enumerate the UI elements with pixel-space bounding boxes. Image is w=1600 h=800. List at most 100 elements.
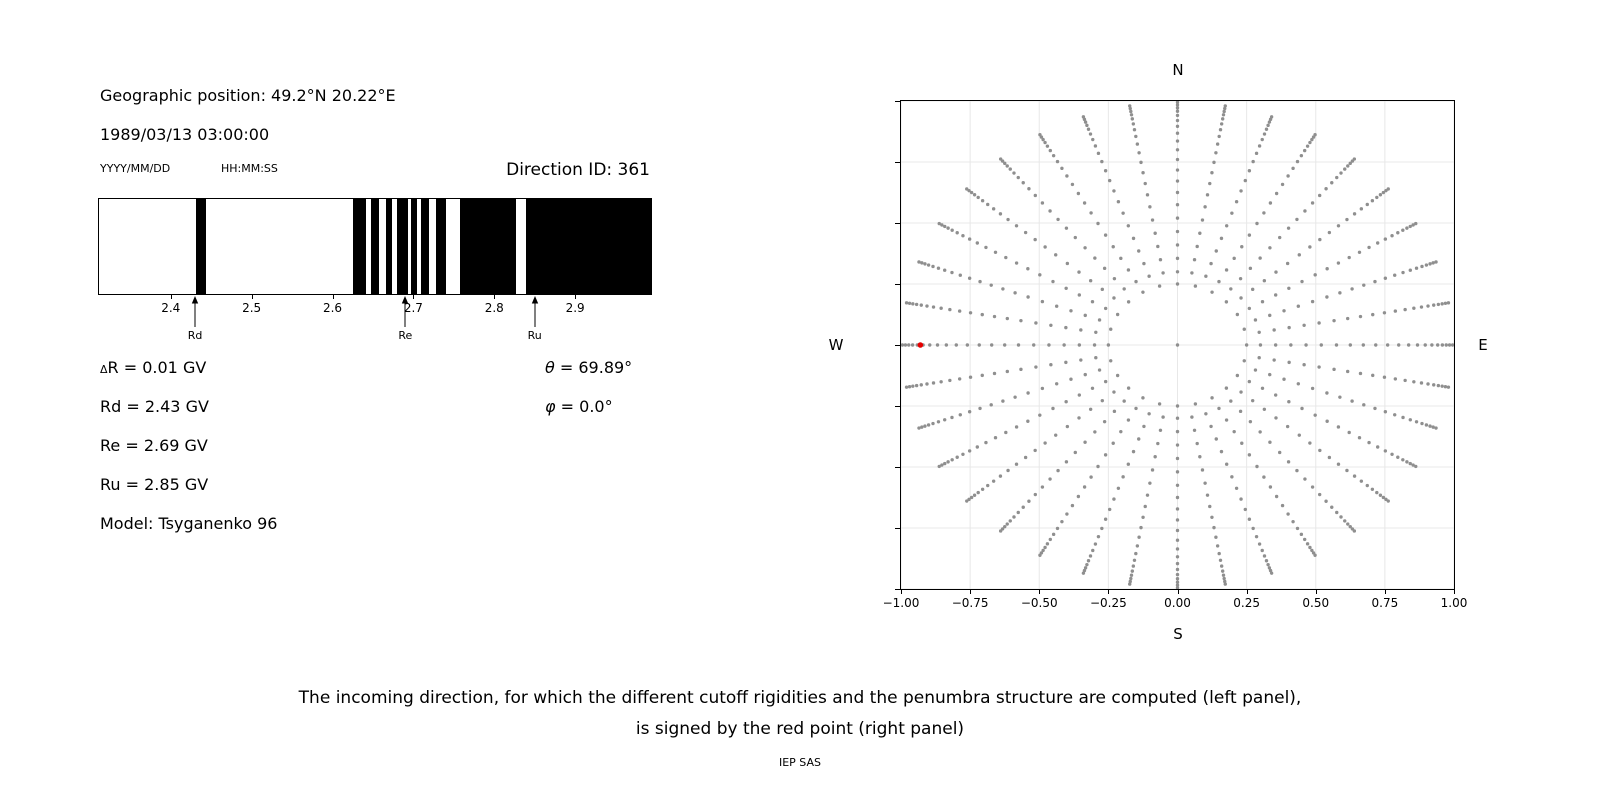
direction-dot bbox=[1234, 200, 1239, 204]
direction-dot bbox=[1373, 406, 1377, 411]
direction-dot bbox=[923, 262, 927, 266]
direction-dot bbox=[1224, 224, 1229, 228]
direction-dot bbox=[1190, 415, 1194, 419]
ring-dot bbox=[1109, 359, 1113, 363]
direction-dot bbox=[1295, 526, 1300, 531]
direction-dot bbox=[1450, 343, 1454, 347]
penumbra-band bbox=[352, 199, 366, 294]
penumbra-x-tick-label: 2.6 bbox=[322, 301, 343, 315]
ring-dot bbox=[1175, 282, 1180, 286]
direction-dot bbox=[1122, 399, 1126, 403]
direction-dot bbox=[1040, 485, 1045, 489]
direction-dot bbox=[1419, 305, 1424, 309]
direction-dot bbox=[1299, 153, 1304, 158]
time-format-label: HH:MM:SS bbox=[221, 162, 278, 175]
direction-dot bbox=[910, 343, 915, 347]
direction-dot bbox=[1446, 301, 1451, 305]
direction-dot bbox=[1300, 406, 1304, 411]
direction-dot bbox=[1051, 153, 1056, 158]
direction-dot bbox=[1406, 343, 1411, 347]
direction-dot bbox=[1345, 316, 1350, 321]
direction-dot bbox=[1217, 279, 1221, 284]
direction-dot bbox=[948, 378, 952, 383]
direction-dot bbox=[1436, 302, 1441, 307]
direction-dot bbox=[1008, 167, 1012, 171]
direction-dot bbox=[1175, 103, 1180, 107]
direction-dot bbox=[936, 420, 941, 424]
direction-dot bbox=[1153, 231, 1157, 235]
ring-dot bbox=[1242, 327, 1246, 331]
direction-dot bbox=[1005, 316, 1010, 321]
direction-x-tick bbox=[901, 590, 902, 594]
direction-dot bbox=[943, 268, 947, 272]
direction-dot bbox=[1175, 216, 1180, 220]
direction-dot bbox=[1175, 124, 1180, 129]
direction-dot bbox=[1045, 144, 1050, 148]
direction-x-tick bbox=[970, 590, 972, 594]
direction-dot bbox=[1054, 304, 1059, 308]
direction-dot bbox=[1175, 106, 1180, 110]
direction-y-tick bbox=[895, 162, 900, 163]
direction-dot bbox=[1428, 262, 1432, 266]
ring-dot bbox=[1126, 300, 1131, 304]
direction-dot bbox=[1285, 261, 1290, 266]
direction-dot bbox=[1134, 279, 1138, 284]
direction-dot bbox=[1077, 393, 1082, 397]
direction-dot bbox=[1048, 148, 1053, 153]
direction-dot bbox=[1175, 243, 1180, 247]
direction-dot bbox=[1132, 128, 1137, 132]
direction-dot bbox=[1324, 187, 1328, 191]
ring-dot bbox=[1193, 402, 1198, 406]
direction-dot bbox=[1268, 485, 1273, 489]
penumbra-band bbox=[371, 199, 379, 294]
direction-dot bbox=[1175, 583, 1180, 587]
direction-y-tick bbox=[895, 406, 900, 407]
direction-dot bbox=[1132, 558, 1137, 562]
ring-dot bbox=[1210, 396, 1214, 400]
direction-dot bbox=[1205, 193, 1210, 197]
direction-dot bbox=[1269, 571, 1274, 575]
direction-dot bbox=[980, 312, 984, 317]
direction-dot bbox=[1065, 174, 1069, 178]
direction-dot bbox=[1381, 190, 1386, 195]
direction-x-tick-label: 0.25 bbox=[1233, 596, 1260, 610]
direction-dot bbox=[1013, 291, 1017, 295]
direction-dot bbox=[1223, 579, 1227, 584]
direction-dot bbox=[975, 241, 980, 245]
direction-dot bbox=[1345, 217, 1349, 222]
direction-dot bbox=[1373, 279, 1377, 284]
direction-dot bbox=[1274, 270, 1278, 274]
direction-dot bbox=[1064, 286, 1068, 290]
penumbra-band bbox=[397, 199, 408, 294]
direction-dot bbox=[1401, 228, 1405, 232]
direction-dot bbox=[1435, 343, 1440, 347]
direction-id-title: Direction ID: 361 bbox=[506, 160, 650, 180]
direction-x-tick bbox=[1246, 590, 1248, 594]
direction-dot bbox=[1003, 161, 1007, 166]
ring-dot bbox=[1141, 396, 1145, 400]
direction-dot bbox=[1218, 558, 1223, 562]
direction-dot bbox=[1093, 430, 1097, 434]
direction-dot bbox=[1026, 267, 1030, 271]
direction-dot bbox=[1215, 544, 1220, 548]
direction-dot bbox=[1082, 201, 1087, 205]
direction-dot bbox=[969, 495, 974, 500]
direction-dot bbox=[1332, 318, 1336, 323]
penumbra-x-tick-label: 2.7 bbox=[403, 301, 423, 315]
direction-dot bbox=[1014, 224, 1019, 228]
direction-dot bbox=[1383, 276, 1388, 280]
compass-north-label: N bbox=[1172, 61, 1184, 79]
direction-dot bbox=[1175, 109, 1180, 113]
direction-dot bbox=[1005, 522, 1009, 526]
direction-dot bbox=[1077, 270, 1081, 274]
direction-dot bbox=[1065, 261, 1070, 266]
direction-dot bbox=[1047, 343, 1051, 347]
direction-dot bbox=[1432, 383, 1436, 387]
direction-dot bbox=[1143, 181, 1147, 186]
direction-dot bbox=[1107, 507, 1112, 512]
direction-dot bbox=[1381, 495, 1386, 500]
direction-dot bbox=[969, 190, 974, 195]
penumbra-x-tick-label: 2.5 bbox=[242, 301, 262, 315]
direction-dot bbox=[1267, 120, 1272, 124]
direction-dot bbox=[1040, 299, 1045, 304]
